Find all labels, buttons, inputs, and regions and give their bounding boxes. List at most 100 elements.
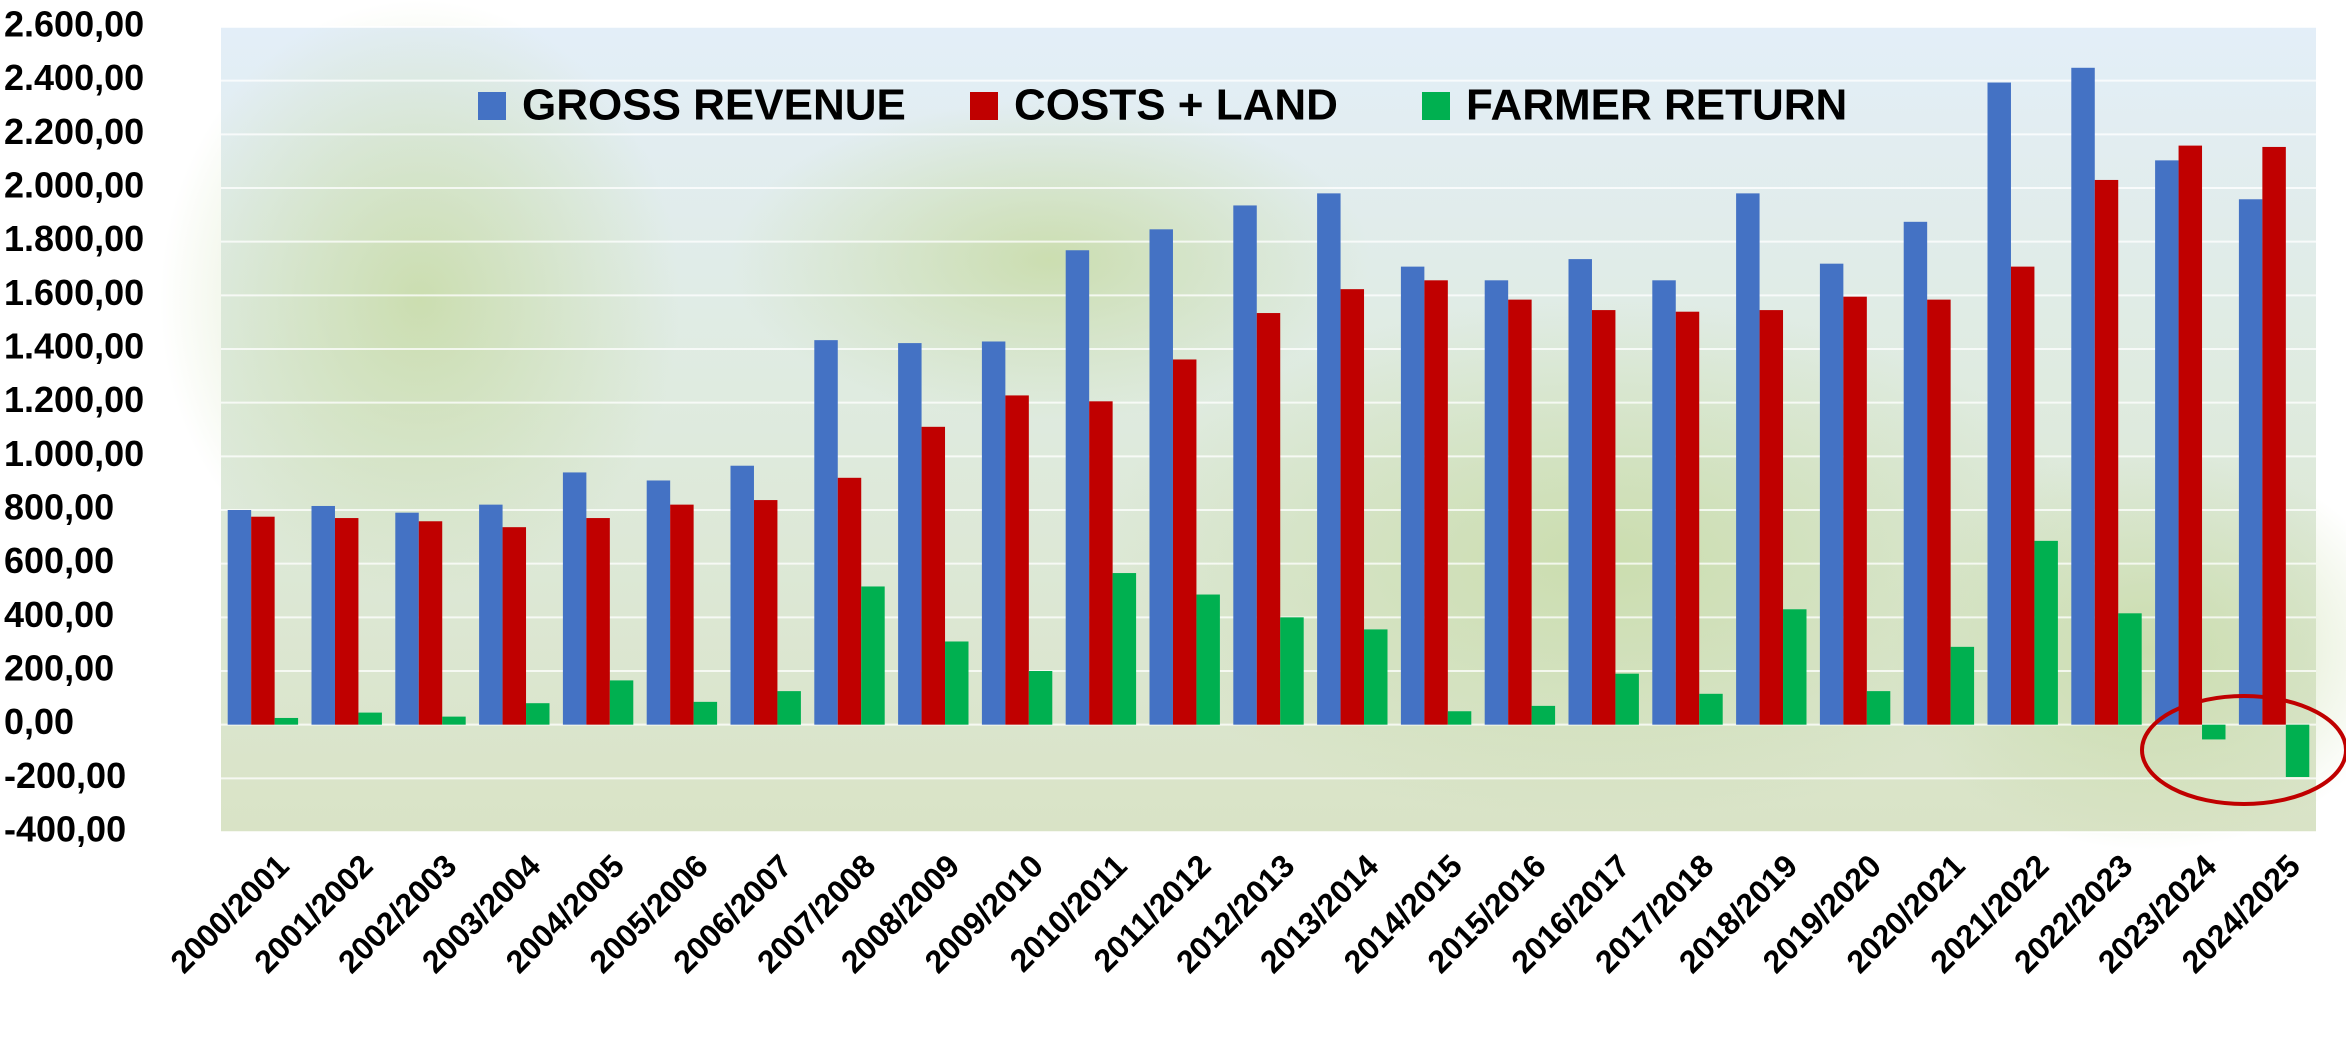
bar [1759,310,1784,725]
bar [837,477,862,725]
y-tick-label: 800,00 [4,487,114,528]
bar [1447,711,1472,725]
bar [274,717,299,725]
y-tick-label: 200,00 [4,648,114,689]
bars [227,67,2310,777]
bar [2238,199,2263,725]
bar [861,586,885,725]
highlight-ellipse [2140,694,2346,806]
bar [1591,310,1616,725]
y-tick-label: 2.200,00 [4,111,144,152]
bar [1089,401,1113,725]
bar [1005,395,1029,725]
bar [1484,280,1509,725]
bar [981,341,1006,725]
y-tick-label: 1.600,00 [4,272,144,313]
bar [2010,266,2035,725]
y-tick-label: -200,00 [4,755,126,796]
bar [2094,179,2119,725]
bar [526,703,550,725]
y-tick-label: 0,00 [4,701,74,742]
bar [562,472,587,725]
bar [945,641,969,725]
bar [1866,691,1891,725]
bar [1400,266,1425,725]
bar [1172,359,1197,725]
bar [227,510,252,725]
bar [609,680,634,725]
bar [1783,609,1807,725]
bar [1256,313,1281,725]
y-tick-label: 1.000,00 [4,433,144,474]
bar [1843,296,1867,725]
bar [777,691,801,725]
bar [1364,629,1388,725]
bar [334,518,359,725]
bar [2034,540,2058,725]
y-tick-label: 600,00 [4,540,114,581]
legend-swatch [1422,92,1450,120]
bar [921,426,946,725]
bar [1987,82,2011,725]
bar [646,480,671,725]
bar [1927,299,1951,725]
bar [1065,250,1090,725]
legend-label: GROSS REVENUE [522,81,906,130]
y-tick-label: -400,00 [4,809,126,850]
y-tick-label: 2.600,00 [4,4,144,45]
bar [2155,160,2179,725]
bar [693,701,718,725]
bar [479,504,503,725]
bar [1028,671,1053,725]
bar [2118,613,2142,725]
bar [2178,145,2203,725]
bar [898,343,922,725]
bar [442,716,466,725]
bar [1317,193,1341,725]
bar [311,505,335,725]
bar [1112,573,1137,725]
bar [1950,646,1975,725]
bar [1819,263,1844,725]
legend-swatch [970,92,998,120]
bar [358,712,382,725]
y-tick-label: 400,00 [4,594,114,635]
bar [1615,673,1639,725]
bar [418,521,443,725]
bar [670,504,694,725]
bar [1531,705,1556,725]
bar [1736,193,1760,725]
legend-swatch [478,92,506,120]
legend-label: FARMER RETURN [1466,81,1847,130]
bar [1675,311,1700,725]
bar [502,527,527,725]
bar [1149,229,1173,725]
bar [2285,724,2310,777]
bar [2071,67,2095,725]
bar [1424,280,1448,725]
bar [730,465,754,725]
y-tick-label: 2.400,00 [4,57,144,98]
bar [586,518,610,725]
bar [1652,280,1676,725]
y-tick-label: 2.000,00 [4,165,144,206]
bar [1508,299,1532,725]
bar [2202,724,2226,740]
y-tick-label: 1.800,00 [4,218,144,259]
bar [1340,289,1365,725]
bar [753,500,778,725]
bar [395,512,419,725]
y-tick-label: 1.400,00 [4,326,144,367]
bar [2262,146,2286,725]
bar [251,516,275,725]
bar [1280,617,1304,725]
bar [1196,594,1220,725]
bar [1233,205,1257,725]
y-tick-label: 1.200,00 [4,379,144,420]
bar [1568,259,1592,725]
bar [1699,693,1723,725]
bar [814,340,838,725]
legend-label: COSTS + LAND [1014,81,1338,130]
bar [1903,221,1928,725]
